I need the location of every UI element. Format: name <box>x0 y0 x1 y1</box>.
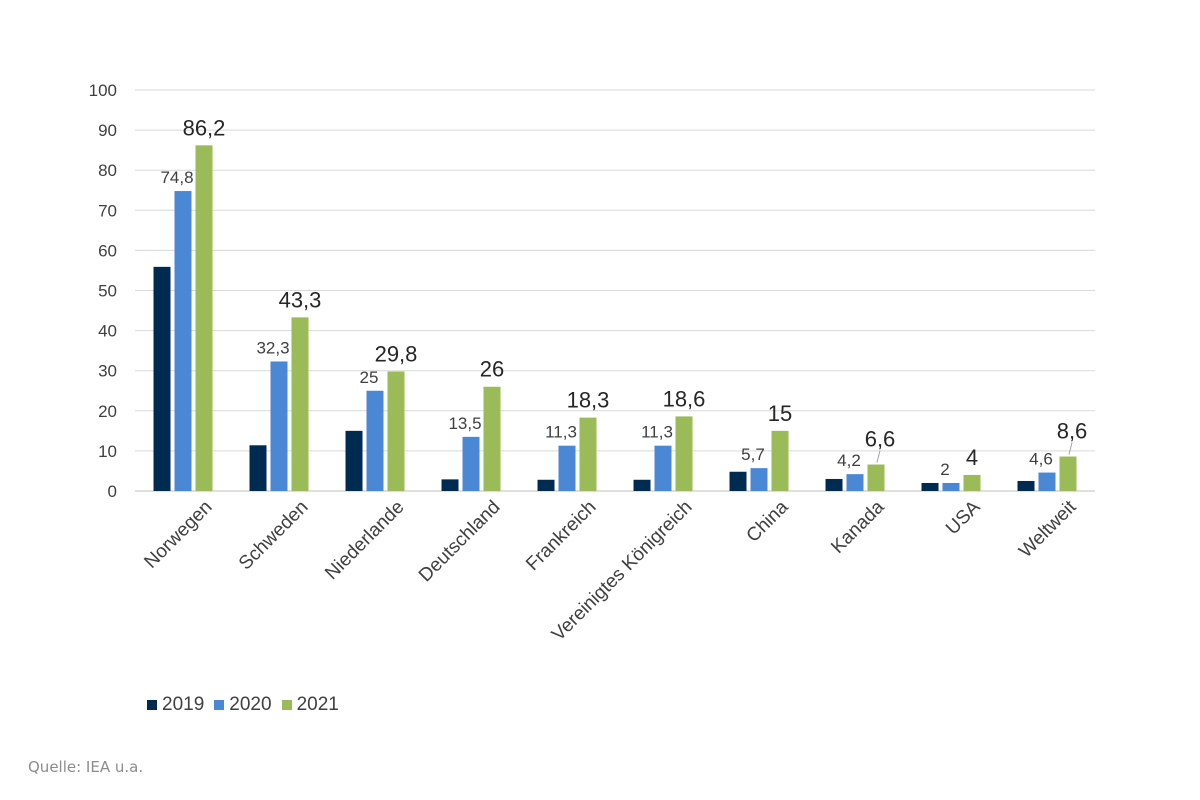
x-category-label: Schweden <box>235 497 313 575</box>
bar-2021-0 <box>195 145 213 491</box>
legend-label-2019: 2019 <box>162 694 205 715</box>
bars <box>153 145 1077 491</box>
bar-2020-6 <box>750 468 768 491</box>
y-tick-label: 60 <box>98 241 117 260</box>
legend-item-2021: 2021 <box>281 694 339 716</box>
x-category-label: Niederlande <box>321 497 408 584</box>
data-label-2020-1: 32,3 <box>256 338 289 357</box>
legend-item-2019: 2019 <box>147 694 204 716</box>
data-label-2021-5: 18,6 <box>663 386 706 411</box>
y-tick-label: 40 <box>98 322 117 341</box>
leader-line-9 <box>1068 442 1073 455</box>
data-label-2021-7: 6,6 <box>865 427 896 452</box>
legend-label-2020: 2020 <box>229 694 272 715</box>
bar-2021-3 <box>483 386 501 491</box>
bar-2020-0 <box>174 191 192 491</box>
bar-2021-1 <box>291 317 309 491</box>
data-label-2021-0: 86,2 <box>183 115 226 140</box>
data-label-2021-1: 43,3 <box>279 287 322 312</box>
bar-2019-6 <box>729 471 747 491</box>
bar-2020-1 <box>270 361 288 491</box>
leader-line-7 <box>876 450 881 463</box>
bar-2021-8 <box>963 474 981 491</box>
data-label-2021-2: 29,8 <box>375 342 418 367</box>
bar-2019-0 <box>153 266 171 491</box>
x-category-label: USA <box>942 496 985 539</box>
bar-2021-7 <box>867 464 885 491</box>
y-tick-label: 0 <box>108 482 117 501</box>
data-label-2021-6: 15 <box>768 401 792 426</box>
y-tick-label: 30 <box>98 362 117 381</box>
data-label-2020-3: 13,5 <box>448 414 481 433</box>
data-label-2020-2: 25 <box>360 368 379 387</box>
x-category-label: Kanada <box>827 496 888 557</box>
bar-2019-9 <box>1017 480 1035 491</box>
data-label-2021-8: 4 <box>966 445 978 470</box>
bar-2021-5 <box>675 416 693 491</box>
bar-2020-2 <box>366 390 384 491</box>
bar-2020-7 <box>846 474 864 491</box>
x-category-label: Frankreich <box>522 497 600 575</box>
legend-swatch-2020 <box>214 700 225 710</box>
bar-2020-9 <box>1038 472 1056 491</box>
source-note: Quelle: IEA u.a. <box>28 758 144 776</box>
bar-2020-8 <box>942 482 960 491</box>
data-label-2020-9: 4,6 <box>1029 450 1053 469</box>
bar-2021-2 <box>387 371 405 491</box>
legend-item-2020: 2020 <box>214 694 272 716</box>
bar-2019-7 <box>825 478 843 491</box>
x-category-label: China <box>743 496 793 546</box>
x-axis-category-labels: Norwegen Schweden Niederlande Deutschland Fr… <box>140 496 1081 645</box>
legend-swatch-2019 <box>147 700 157 710</box>
y-tick-label: 10 <box>98 442 117 461</box>
leader-lines <box>876 442 1073 463</box>
y-tick-label: 20 <box>98 402 117 421</box>
bar-2021-9 <box>1059 456 1077 491</box>
legend-label-2021: 2021 <box>296 694 339 715</box>
y-tick-label: 80 <box>98 161 117 180</box>
legend: 2019 2020 2021 <box>147 694 349 716</box>
bar-2019-1 <box>249 445 267 491</box>
bar-2019-2 <box>345 430 363 491</box>
bar-2019-4 <box>537 479 555 491</box>
bar-2019-5 <box>633 479 651 491</box>
data-label-2020-7: 4,2 <box>837 451 861 470</box>
data-label-2021-4: 18,3 <box>567 388 610 413</box>
y-tick-label: 90 <box>98 121 117 140</box>
y-tick-label: 100 <box>89 81 117 100</box>
data-label-2020-4: 11,3 <box>545 423 577 442</box>
data-label-2020-0: 74,8 <box>160 168 193 187</box>
y-tick-label: 70 <box>98 201 117 220</box>
x-category-label: Norwegen <box>140 497 216 573</box>
x-category-label: Deutschland <box>415 497 505 587</box>
bar-2020-4 <box>558 445 576 491</box>
y-axis-tick-labels: 0 10 20 30 40 50 60 70 80 90 100 <box>89 81 117 501</box>
bar-2019-3 <box>441 479 459 491</box>
data-label-2020-5: 11,3 <box>641 423 673 442</box>
data-label-2020-6: 5,7 <box>741 445 765 464</box>
bar-2021-6 <box>771 430 789 491</box>
legend-swatch-2021 <box>281 700 292 710</box>
x-category-label: Weltweit <box>1015 496 1081 562</box>
data-label-2020-8: 2 <box>940 460 949 479</box>
data-label-2021-9: 8,6 <box>1057 419 1088 444</box>
bar-2020-3 <box>462 436 480 491</box>
bar-2021-4 <box>579 417 597 491</box>
y-tick-label: 50 <box>98 282 117 301</box>
bar-2019-8 <box>921 482 939 491</box>
bar-2020-5 <box>654 445 672 491</box>
data-label-2021-3: 26 <box>480 357 504 382</box>
